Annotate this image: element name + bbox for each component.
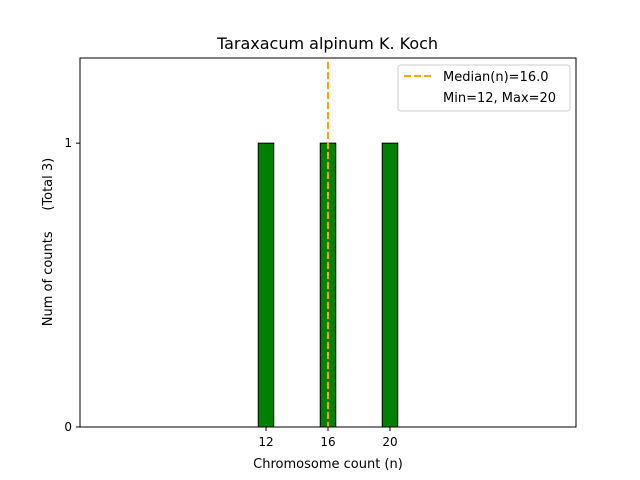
bar-12 xyxy=(257,142,275,428)
y-axis-label: Num of counts (Total 3) xyxy=(41,158,56,326)
chart-title: Taraxacum alpinum K. Koch xyxy=(216,34,438,53)
legend: Median(n)=16.0 Min=12, Max=20 xyxy=(397,64,571,112)
x-axis-label: Chromosome count (n) xyxy=(253,457,403,472)
legend-range-label: Min=12, Max=20 xyxy=(443,91,556,106)
plot-frame xyxy=(79,57,577,428)
y-tick-label: 0 xyxy=(64,420,72,434)
x-tick-label: 12 xyxy=(258,435,273,449)
legend-box xyxy=(397,64,571,112)
x-tick-label: 16 xyxy=(320,435,335,449)
y-axis-ticks: 01 xyxy=(64,136,80,434)
x-tick-label: 20 xyxy=(382,435,397,449)
legend-median-label: Median(n)=16.0 xyxy=(443,70,549,85)
y-tick-label: 1 xyxy=(64,136,72,150)
bar-20 xyxy=(381,142,399,428)
x-axis-ticks: 12 16 20 xyxy=(258,427,398,449)
